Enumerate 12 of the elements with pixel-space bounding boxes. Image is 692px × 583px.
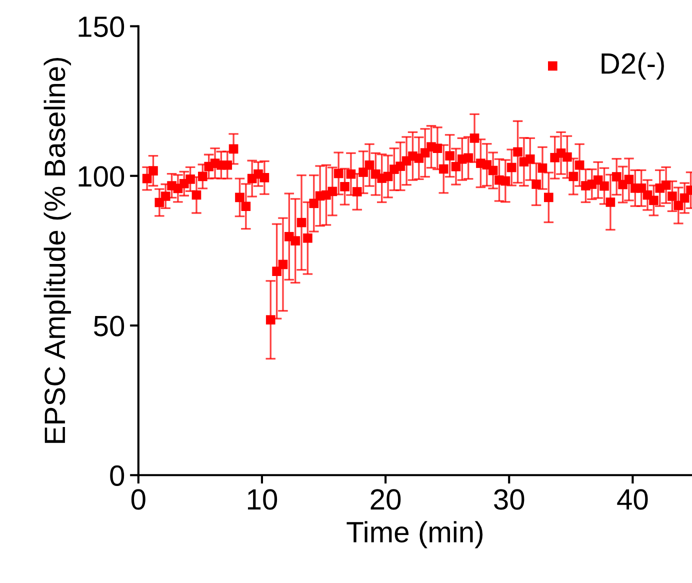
y-axis-title: EPSC Amplitude (% Baseline) (44, 58, 71, 443)
x-tick-label: 40 (617, 489, 648, 510)
y-tick-label: 50 (94, 316, 124, 336)
x-tick-label: 30 (494, 489, 524, 510)
x-axis-title: Time (min) (346, 521, 483, 548)
legend-label: D2(-) (602, 52, 664, 80)
y-tick-label: 0 (110, 465, 124, 486)
x-tick-label: 10 (248, 489, 278, 510)
x-tick-label: 0 (131, 489, 146, 510)
y-tick-label: 100 (78, 166, 124, 187)
y-tick-label: 150 (78, 16, 124, 38)
x-tick-label: 20 (370, 489, 401, 510)
